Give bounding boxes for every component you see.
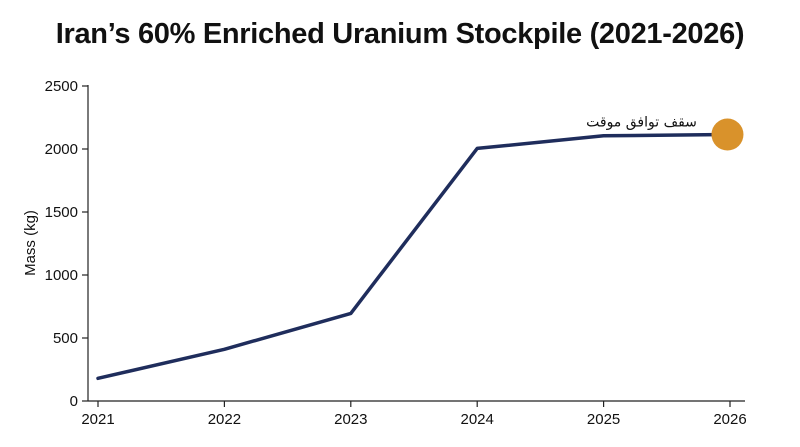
y-axis-label: Mass (kg) [22, 210, 39, 276]
y-tick-label: 2000 [45, 141, 78, 158]
x-tick-label: 2021 [81, 411, 114, 428]
y-tick-label: 1500 [45, 204, 78, 221]
series-line [96, 132, 730, 381]
x-tick-label: 2023 [334, 411, 367, 428]
x-tick-label: 2026 [713, 411, 746, 428]
x-tick-label: 2025 [587, 411, 620, 428]
y-tick-label: 500 [53, 330, 78, 347]
x-tick-label: 2024 [461, 411, 494, 428]
y-tick-label: 0 [70, 393, 78, 410]
y-tick-label: 1000 [45, 267, 78, 284]
x-tick-label: 2022 [208, 411, 241, 428]
highlight-point [711, 118, 744, 151]
y-tick-label: 2500 [45, 78, 78, 95]
annotation-label: سقف توافق موقت [586, 114, 697, 130]
chart-title: Iran’s 60% Enriched Uranium Stockpile (2… [55, 18, 745, 50]
